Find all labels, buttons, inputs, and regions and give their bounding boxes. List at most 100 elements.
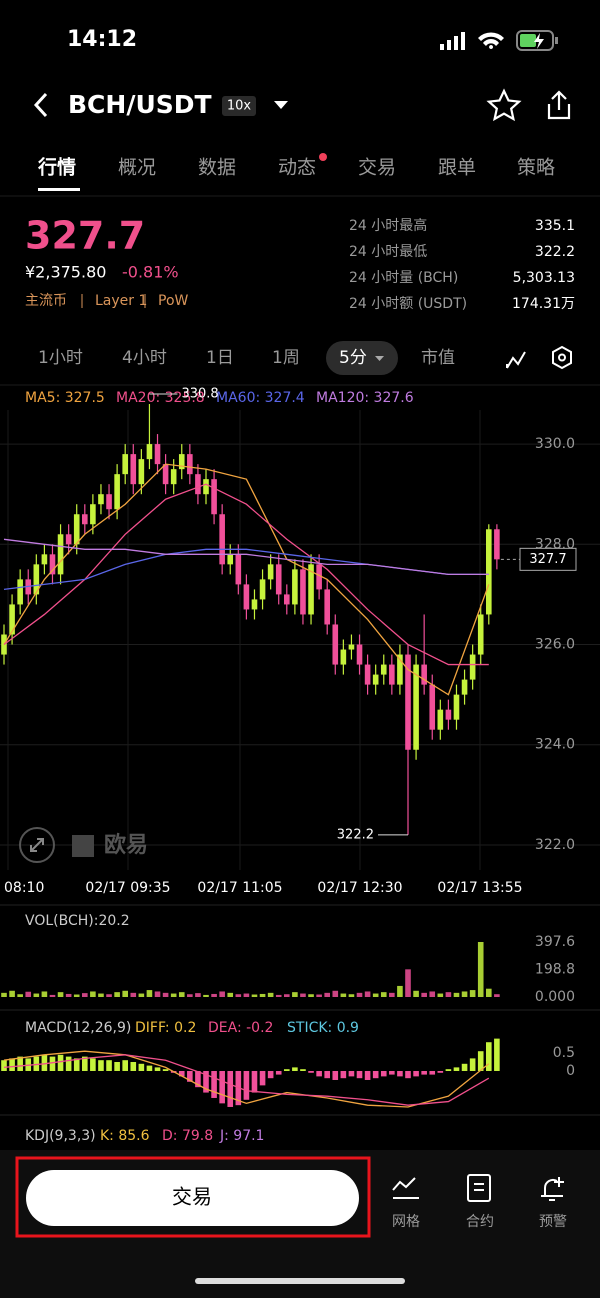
- x-tick-label: 02/17 11:05: [197, 880, 282, 896]
- price-chart: MA5: 327.5 MA20: 325.8 MA60: 327.4 MA120: 3…: [0, 387, 600, 896]
- candle-body: [170, 469, 177, 485]
- macd-stick: [429, 1070, 436, 1075]
- volume-bar: [275, 994, 282, 997]
- macd-stick: [82, 1056, 88, 1071]
- macd-stick: [130, 1062, 137, 1071]
- volume-bar: [348, 994, 355, 997]
- tab[interactable]: 行情: [37, 156, 76, 179]
- volume-bar: [251, 994, 258, 997]
- volume-bar: [413, 990, 419, 997]
- macd-stick: [348, 1070, 355, 1077]
- volume-bar: [162, 992, 169, 997]
- volume-bar: [243, 993, 250, 997]
- macd-stick: [73, 1058, 80, 1071]
- y-tick-label: 0.5: [553, 1045, 575, 1061]
- y-tick-label: 324.0: [535, 737, 575, 753]
- tag: Layer 1: [95, 293, 147, 309]
- candle-body: [477, 614, 484, 655]
- candle-body: [251, 599, 258, 610]
- macd-stick: [445, 1069, 452, 1071]
- interval[interactable]: 1小时: [38, 348, 83, 368]
- macd-legend: MACD(12,26,9): [25, 1020, 131, 1036]
- tab[interactable]: 概况: [118, 157, 156, 179]
- tab[interactable]: 策略: [517, 157, 555, 179]
- volume-bar: [178, 992, 185, 997]
- candle-body: [187, 454, 193, 475]
- last-price-box: [519, 547, 577, 571]
- x-tick-label: 08:10: [4, 880, 44, 896]
- volume-bar: [195, 993, 201, 997]
- volume-bar: [389, 992, 395, 997]
- candle-body: [219, 514, 225, 565]
- kdj-legend: J: 97.1: [219, 1128, 264, 1144]
- candle-body: [130, 454, 137, 485]
- tab[interactable]: 动态: [278, 157, 316, 179]
- volume-bar: [114, 992, 120, 997]
- stat-value: 322.2: [535, 244, 575, 260]
- tab[interactable]: 跟单: [438, 157, 476, 179]
- candle-body: [340, 649, 347, 665]
- macd-stick: [162, 1069, 169, 1071]
- candle-body: [445, 709, 452, 720]
- volume-bar: [235, 994, 242, 997]
- symbol[interactable]: BCH/USDT: [68, 90, 212, 119]
- ma-legend: MA60: 327.4: [216, 390, 305, 406]
- notice-dot: [319, 153, 327, 161]
- candle-body: [324, 589, 330, 625]
- interval[interactable]: 1日: [206, 348, 234, 368]
- tab-underline: [38, 188, 80, 191]
- tool-label[interactable]: 预警: [539, 1214, 567, 1230]
- y-tick-label: 397.6: [535, 934, 575, 950]
- macd-stick: [421, 1070, 427, 1075]
- favorite[interactable]: [486, 88, 522, 122]
- volume-bar: [300, 993, 306, 997]
- candle-body: [421, 664, 427, 685]
- volume-bar: [187, 994, 193, 997]
- volume-bar: [405, 969, 411, 997]
- tab[interactable]: 交易: [358, 157, 396, 179]
- volume-bar: [267, 992, 274, 997]
- trade-button[interactable]: [26, 1170, 359, 1226]
- interval[interactable]: 4小时: [122, 348, 167, 368]
- dropdown[interactable]: [274, 101, 288, 109]
- macd-line: [3, 1050, 490, 1108]
- macd-stick: [292, 1067, 298, 1071]
- macd-stick: [146, 1065, 153, 1071]
- interval[interactable]: 1周: [272, 348, 300, 368]
- volume-bar: [65, 993, 72, 997]
- fullscreen-button[interactable]: [19, 827, 55, 863]
- macd-stick: [243, 1070, 250, 1100]
- candle-body: [292, 569, 298, 605]
- volume-bar: [380, 992, 387, 997]
- candle-body: [33, 564, 40, 595]
- macd-stick: [389, 1070, 395, 1075]
- stat-label: 24 小时额 (USDT): [349, 296, 467, 312]
- tool-label[interactable]: 合约: [466, 1214, 494, 1230]
- volume-bar: [122, 990, 128, 997]
- stat-value: 5,303.13: [513, 270, 575, 286]
- candle-body: [461, 679, 468, 695]
- volume-bar: [73, 994, 80, 997]
- high-label: 330.8: [181, 387, 218, 402]
- tab[interactable]: 数据: [198, 157, 236, 179]
- macd-stick: [251, 1070, 258, 1093]
- y-tick-label: 330.0: [535, 436, 575, 452]
- tool-label[interactable]: 网格: [392, 1214, 420, 1230]
- macd-stick: [453, 1067, 460, 1071]
- settings-button[interactable]: [552, 345, 572, 370]
- back-button[interactable]: [33, 92, 48, 118]
- volume-bar: [324, 992, 330, 997]
- macd-stick: [308, 1070, 314, 1073]
- interval[interactable]: 市值: [421, 348, 455, 368]
- trade-label: 交易: [172, 1185, 212, 1209]
- interval[interactable]: 5分: [339, 348, 367, 368]
- candle-body: [308, 564, 314, 615]
- macd-stick: [324, 1070, 330, 1079]
- share[interactable]: [547, 90, 571, 120]
- indicator-button[interactable]: [506, 351, 526, 369]
- leverage-badge: [222, 96, 256, 116]
- macd-stick: [364, 1070, 371, 1080]
- y-tick-label: 0.000: [535, 989, 575, 1005]
- candle-body: [405, 654, 411, 750]
